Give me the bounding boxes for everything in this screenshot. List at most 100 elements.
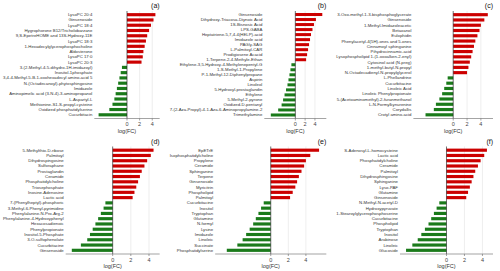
category-label: Myricitrin bbox=[196, 185, 214, 190]
tick-label: 0 bbox=[125, 121, 128, 127]
bar bbox=[291, 63, 295, 66]
bar bbox=[104, 207, 113, 210]
bar bbox=[105, 201, 112, 204]
category-label: 3-Oxo-methyl-1-3-bisphosphoglycerate bbox=[337, 12, 412, 17]
category-label: Ginsenoside bbox=[189, 179, 213, 184]
bar bbox=[448, 76, 454, 79]
bar bbox=[237, 243, 270, 246]
bars bbox=[271, 13, 322, 116]
category-label: 3-(2-Methyl-4-5-dihydro-1H-imidazoyl) bbox=[20, 65, 93, 70]
bar bbox=[127, 29, 149, 32]
bar bbox=[127, 50, 143, 53]
bar bbox=[119, 76, 127, 79]
category-label: 1-Hexadecylglycerophosphocholine bbox=[24, 44, 92, 49]
category-label: Isophosphatidylcholine bbox=[170, 153, 214, 158]
bar bbox=[425, 228, 447, 231]
grid-line bbox=[139, 11, 140, 119]
bar bbox=[261, 207, 271, 210]
panel: CucurbitacinOxidized phosphatidylserineM… bbox=[3, 2, 160, 134]
category-label: 3-Methyl-6-Phenyl-pyrimidine bbox=[8, 206, 64, 211]
bar bbox=[446, 154, 484, 157]
grid-line bbox=[464, 147, 465, 255]
panel-title: (d) bbox=[151, 138, 160, 146]
tick-label: 4 bbox=[313, 121, 316, 127]
category-label: Ginsenoside bbox=[374, 195, 398, 200]
category-label: Sphinganine bbox=[189, 169, 214, 174]
tick-label: 2 bbox=[466, 121, 469, 127]
bar bbox=[437, 207, 447, 210]
bar bbox=[113, 185, 137, 188]
panel-title: (e) bbox=[318, 138, 327, 146]
category-label: Imidazole bbox=[74, 86, 93, 91]
bar bbox=[253, 222, 271, 225]
bar bbox=[446, 185, 469, 188]
bar bbox=[295, 18, 316, 21]
category-label: Imidazole acid bbox=[235, 37, 263, 42]
category-label: Linoleic Phenylpropionate bbox=[362, 91, 412, 96]
grid-line bbox=[130, 147, 131, 255]
tick-label: 0 bbox=[294, 121, 297, 127]
bar bbox=[453, 61, 470, 64]
bar bbox=[118, 82, 127, 85]
bar bbox=[453, 50, 472, 53]
grid-line bbox=[112, 147, 113, 255]
category-label: Methionine-S1-S-propyl-cysteine bbox=[30, 102, 93, 107]
bar bbox=[271, 149, 319, 152]
bar bbox=[295, 28, 312, 31]
panel: Crotyl amino-acidCorydallisL-N-Formylkyn… bbox=[336, 2, 493, 134]
x-axis bbox=[264, 118, 326, 119]
bar bbox=[295, 53, 307, 56]
tick-label: 2 bbox=[138, 121, 141, 127]
x-axis-label: log(FC) bbox=[103, 263, 122, 269]
bar bbox=[406, 249, 446, 252]
bar bbox=[127, 18, 154, 21]
grid-line bbox=[148, 147, 149, 255]
bar bbox=[81, 243, 113, 246]
category-label: L-Palmitoyl-CAR bbox=[231, 47, 263, 52]
bar bbox=[289, 73, 295, 76]
category-label: Propylene bbox=[194, 158, 214, 163]
category-label: Linoleol bbox=[247, 82, 262, 87]
bar bbox=[446, 82, 453, 85]
tick-label: 2 bbox=[304, 121, 307, 127]
bar bbox=[127, 39, 146, 42]
grid-line bbox=[305, 11, 306, 119]
bar bbox=[271, 175, 299, 178]
category-label: Glucoside bbox=[379, 248, 399, 253]
category-label: 5-Methyl-2-pyrone bbox=[227, 97, 262, 102]
bar bbox=[271, 196, 290, 199]
category-label: Palmitoyl bbox=[46, 153, 63, 158]
category-label: Linoleic bbox=[383, 243, 398, 248]
category-label: Lyso-PAF bbox=[380, 185, 399, 190]
category-label: 3-O-sulfophenolate bbox=[27, 237, 64, 242]
category-label: Phenylalanine-N-Pro-Arg-2 bbox=[12, 211, 64, 216]
baseline bbox=[446, 147, 447, 255]
bar bbox=[93, 228, 113, 231]
bar bbox=[98, 217, 113, 220]
category-label: Sphinganine bbox=[374, 179, 399, 184]
category-label: Phospholipid bbox=[373, 221, 398, 226]
category-label: Aspirin bbox=[249, 77, 263, 82]
category-label: Succinate bbox=[194, 243, 213, 248]
x-axis bbox=[413, 118, 493, 119]
grid-line bbox=[270, 147, 271, 255]
category-label: Palmitoyl bbox=[196, 195, 213, 200]
category-label: Phenylalanine-4-Hydroxyphenyl bbox=[3, 216, 64, 221]
category-label: Cinnamoyl sphinganine bbox=[367, 44, 412, 49]
category-label: 1-Terpene-2-4-Methyle-Ethan bbox=[206, 57, 263, 62]
category-label: 1-Stearoylglycerophosphoserine bbox=[336, 211, 398, 216]
bar bbox=[113, 159, 148, 162]
tick-label: 0 bbox=[452, 121, 455, 127]
category-label: Inositol bbox=[200, 206, 214, 211]
bar bbox=[446, 180, 471, 183]
bar bbox=[243, 238, 271, 241]
bar bbox=[426, 113, 454, 116]
bar bbox=[250, 228, 271, 231]
bar bbox=[453, 66, 468, 69]
bar bbox=[285, 93, 296, 96]
bar bbox=[127, 45, 145, 48]
bar bbox=[72, 249, 113, 252]
grid-line bbox=[446, 147, 447, 255]
category-label: Hexacosadienoic bbox=[31, 221, 65, 226]
category-label: L-N-Formylkynurenine bbox=[369, 102, 412, 107]
